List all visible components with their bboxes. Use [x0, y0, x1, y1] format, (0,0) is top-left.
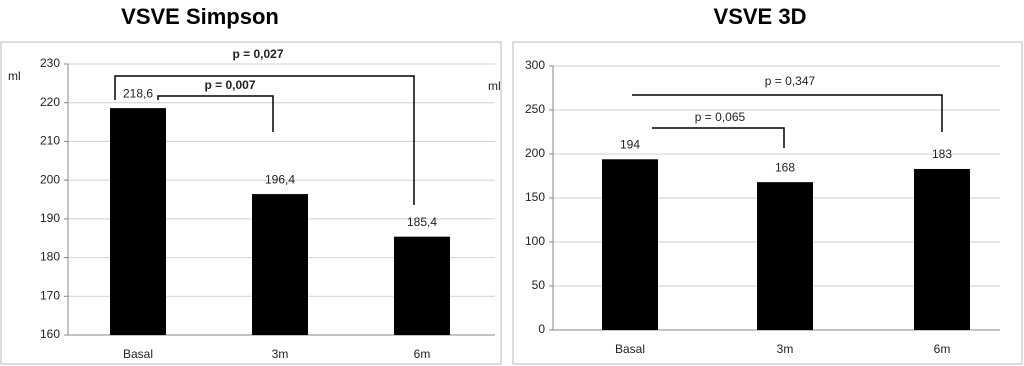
bar — [602, 159, 658, 330]
y-tick-label: 170 — [40, 288, 60, 302]
y-tick-label: 100 — [525, 234, 545, 248]
p-value-annotation: p = 0,027 — [232, 47, 283, 61]
x-tick-label: 3m — [272, 347, 289, 361]
panel-frame — [0, 41, 502, 365]
x-tick-label: 6m — [934, 342, 951, 356]
y-axis-label: ml — [488, 79, 501, 93]
y-tick-label: 210 — [40, 134, 60, 148]
bar — [757, 182, 813, 330]
bar — [914, 168, 970, 330]
x-tick-label: Basal — [123, 347, 153, 361]
significance-bracket — [652, 127, 785, 148]
significance-bracket — [157, 95, 274, 132]
y-tick-label: 180 — [40, 250, 60, 264]
data-label: 185,4 — [407, 215, 437, 229]
chart-title: VSVE 3D — [714, 4, 807, 29]
data-label: 194 — [620, 137, 640, 151]
panel-frame — [512, 41, 1023, 365]
y-tick-label: 150 — [525, 190, 545, 204]
x-tick-label: 3m — [777, 342, 794, 356]
y-tick-label: 250 — [525, 102, 545, 116]
data-label: 196,4 — [265, 172, 295, 186]
x-tick-label: Basal — [615, 342, 645, 356]
y-tick-label: 300 — [525, 58, 545, 72]
y-tick-label: 190 — [40, 211, 60, 225]
y-tick-label: 0 — [538, 322, 545, 336]
y-tick-label: 220 — [40, 95, 60, 109]
bar — [394, 236, 450, 335]
y-tick-label: 200 — [525, 146, 545, 160]
p-value-annotation: p = 0,347 — [765, 74, 816, 88]
data-label: 183 — [932, 147, 952, 161]
chart-title: VSVE Simpson — [121, 4, 279, 29]
y-tick-label: 50 — [532, 278, 546, 292]
x-tick-label: 6m — [414, 347, 431, 361]
bar — [110, 108, 166, 336]
y-tick-label: 230 — [40, 56, 60, 70]
p-value-annotation: p = 0,007 — [204, 78, 255, 92]
data-label: 218,6 — [123, 86, 153, 100]
y-tick-label: 160 — [40, 327, 60, 341]
bar — [252, 194, 308, 335]
p-value-annotation: p = 0,065 — [695, 110, 746, 124]
significance-bracket — [632, 94, 943, 132]
y-axis-label: ml — [8, 69, 21, 83]
data-label: 168 — [775, 160, 795, 174]
y-tick-label: 200 — [40, 172, 60, 186]
significance-bracket — [114, 75, 415, 205]
